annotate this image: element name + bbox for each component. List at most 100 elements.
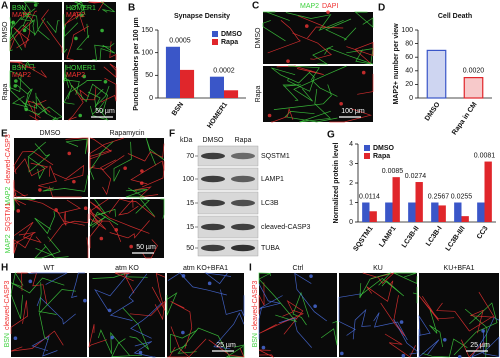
neurite bbox=[393, 272, 418, 285]
soma bbox=[74, 36, 78, 41]
y-tick-label: 20 bbox=[405, 81, 413, 88]
y-tick-label: 60 bbox=[405, 54, 413, 61]
soma bbox=[54, 208, 58, 212]
soma bbox=[24, 107, 29, 112]
neurite bbox=[24, 61, 35, 72]
panel-letter: G bbox=[327, 130, 335, 141]
bar bbox=[180, 69, 195, 98]
neurite bbox=[285, 12, 344, 31]
neurite bbox=[482, 330, 500, 357]
column-label: Ctrl bbox=[293, 265, 304, 272]
soma bbox=[304, 24, 309, 28]
neurite bbox=[100, 77, 117, 103]
neurite bbox=[49, 186, 82, 198]
neurite bbox=[63, 24, 68, 54]
neurite bbox=[76, 23, 90, 50]
neurite bbox=[151, 272, 166, 311]
column-label: atm KO bbox=[115, 265, 139, 272]
stain-label: BSN bbox=[4, 333, 11, 347]
legend-swatch bbox=[212, 31, 218, 37]
neurite bbox=[94, 198, 116, 217]
soma bbox=[457, 355, 462, 358]
neurite bbox=[282, 84, 301, 102]
neurite bbox=[56, 210, 85, 226]
bar bbox=[224, 90, 239, 98]
neurite bbox=[127, 143, 165, 162]
neurite bbox=[13, 179, 26, 199]
scale-bar-label: 25 µm bbox=[216, 342, 236, 349]
column-label: WT bbox=[44, 265, 56, 272]
neurite bbox=[67, 80, 102, 100]
p-value: 0.0020 bbox=[463, 67, 485, 74]
soma bbox=[103, 79, 108, 84]
soma bbox=[181, 274, 186, 278]
y-tick-label: 100 bbox=[141, 50, 153, 57]
neurite bbox=[10, 277, 65, 294]
neurite bbox=[9, 16, 23, 51]
neurite bbox=[13, 232, 34, 253]
bar bbox=[477, 202, 485, 222]
soma bbox=[72, 179, 76, 184]
neurite bbox=[170, 330, 197, 354]
panel-letter: A bbox=[1, 1, 8, 12]
neurite bbox=[359, 272, 392, 299]
column-label: DMSO bbox=[203, 137, 225, 144]
neurite bbox=[29, 99, 47, 121]
stain-label: MAP2 bbox=[5, 187, 12, 206]
stain-label-group: BSN cleaved-CASP3 bbox=[252, 280, 259, 347]
neurite bbox=[34, 236, 61, 259]
soma bbox=[361, 70, 366, 75]
band bbox=[201, 152, 225, 160]
neurite bbox=[89, 149, 125, 170]
neurite bbox=[10, 330, 64, 352]
neurite bbox=[38, 165, 57, 190]
p-value: 0.0081 bbox=[474, 152, 496, 159]
neurite bbox=[31, 335, 58, 357]
neurite bbox=[312, 45, 334, 65]
neurite bbox=[373, 312, 408, 341]
y-tick-label: 0 bbox=[409, 95, 413, 102]
x-tick-label: LC3B-I bbox=[425, 225, 444, 248]
band-label: TUBA bbox=[261, 245, 280, 252]
kda-label: 100 bbox=[182, 176, 194, 183]
column-label: Rapamycin bbox=[109, 130, 144, 137]
neurite bbox=[346, 41, 374, 64]
stain-label: cleaved-CASP3 bbox=[4, 280, 11, 330]
soma bbox=[481, 329, 485, 333]
soma bbox=[78, 113, 83, 118]
neurite bbox=[329, 108, 372, 123]
neurite bbox=[88, 1, 105, 12]
y-axis-label: Normalized protein level bbox=[333, 142, 340, 223]
p-value: 0.0255 bbox=[451, 193, 473, 200]
neurite bbox=[297, 15, 344, 39]
band-label: SQSTM1 bbox=[261, 153, 290, 160]
stain-label-group: MAP2 SQSTM1 bbox=[5, 202, 12, 253]
neurite bbox=[64, 11, 86, 32]
y-axis-label: Puncta numbers per 100 µm bbox=[133, 17, 140, 111]
p-value: 0.2567 bbox=[428, 193, 450, 200]
band-label: LC3B bbox=[261, 200, 279, 207]
stain-label: DAPI bbox=[322, 3, 338, 10]
neurite bbox=[338, 293, 362, 336]
neurite bbox=[288, 65, 338, 97]
neurite bbox=[258, 272, 272, 284]
neurite bbox=[10, 300, 28, 334]
neurite bbox=[97, 329, 130, 356]
neurite bbox=[412, 286, 418, 304]
neurite bbox=[74, 1, 86, 20]
neurite bbox=[436, 302, 493, 332]
neurite bbox=[10, 61, 36, 68]
column-label: atm KO+BFA1 bbox=[183, 265, 228, 272]
neurite bbox=[89, 137, 112, 160]
soma bbox=[33, 3, 38, 7]
bar bbox=[461, 216, 469, 222]
y-tick-label: 3 bbox=[349, 160, 353, 167]
soma bbox=[399, 320, 404, 324]
neurite bbox=[418, 295, 455, 321]
bar bbox=[408, 202, 416, 222]
neurite bbox=[258, 282, 265, 314]
kda-label: 70 bbox=[186, 153, 194, 160]
neurite bbox=[37, 106, 63, 121]
bar bbox=[415, 182, 423, 222]
panel-letter: H bbox=[1, 263, 8, 274]
